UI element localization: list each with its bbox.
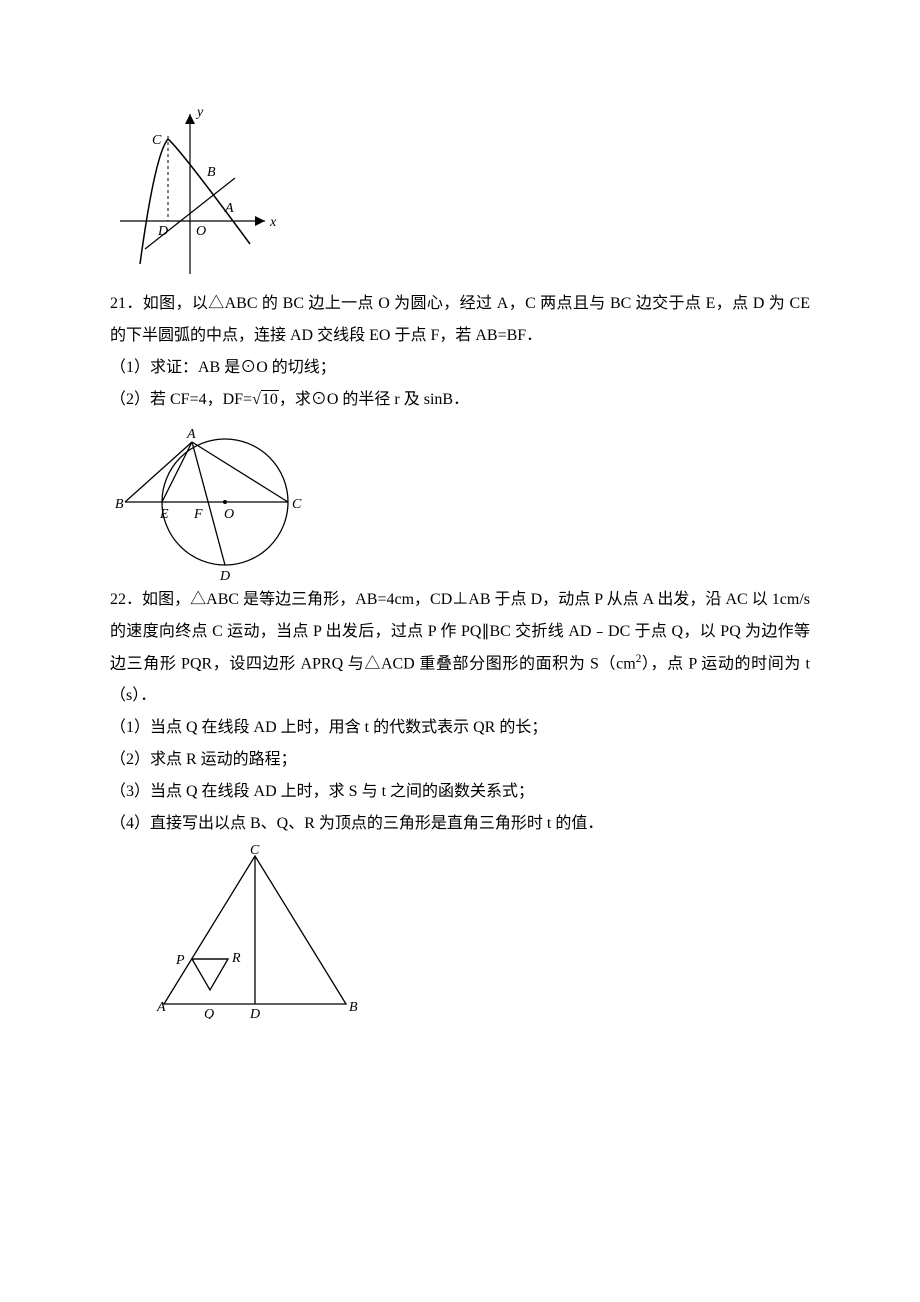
svg-text:A: A — [186, 427, 196, 442]
svg-text:O: O — [224, 507, 234, 522]
svg-text:F: F — [193, 507, 203, 522]
problem-22-part1: （1）当点 Q 在线段 AD 上时，用含 t 的代数式表示 QR 的长； — [110, 712, 810, 744]
sqrt-radicand: 10 — [261, 390, 279, 408]
svg-text:A: A — [224, 201, 234, 216]
svg-text:Q: Q — [204, 1007, 214, 1019]
svg-text:E: E — [159, 507, 169, 522]
svg-text:y: y — [195, 105, 204, 120]
problem-21-intro: 21．如图，以△ABC 的 BC 边上一点 O 为圆心，经过 A，C 两点且与 … — [110, 288, 810, 352]
problem-22-part4: （4）直接写出以点 B、Q、R 为顶点的三角形是直角三角形时 t 的值． — [110, 808, 810, 840]
svg-text:A: A — [156, 1000, 166, 1015]
svg-text:R: R — [231, 951, 241, 966]
svg-text:B: B — [207, 165, 216, 180]
svg-text:x: x — [269, 215, 277, 230]
problem-21-part2-suffix: ，求⊙O 的半径 r 及 sinB． — [279, 391, 469, 408]
sqrt-expression: √10 — [252, 390, 279, 408]
problem-22-intro: 22．如图，△ABC 是等边三角形，AB=4cm，CD⊥AB 于点 D，动点 P… — [110, 584, 810, 712]
problem-22-part3: （3）当点 Q 在线段 AD 上时，求 S 与 t 之间的函数关系式； — [110, 776, 810, 808]
svg-text:C: C — [292, 497, 302, 512]
figure-hyperbola-graph: y x C B A D O — [110, 104, 810, 284]
svg-text:C: C — [250, 844, 260, 858]
svg-text:D: D — [249, 1007, 260, 1019]
svg-text:P: P — [175, 953, 185, 968]
problem-22-part2: （2）求点 R 运动的路程； — [110, 744, 810, 776]
problem-21-part1: （1）求证：AB 是⊙O 的切线； — [110, 352, 810, 384]
svg-text:D: D — [219, 569, 230, 580]
svg-text:O: O — [196, 224, 206, 239]
figure-circle-tangent: A B C D E F O — [110, 420, 810, 580]
svg-text:D: D — [157, 224, 168, 239]
problem-21-part2: （2）若 CF=4，DF=√10，求⊙O 的半径 r 及 sinB． — [110, 384, 810, 416]
svg-text:B: B — [349, 1000, 358, 1015]
figure-equilateral-triangle: C A B P R Q D — [140, 844, 810, 1019]
svg-text:C: C — [152, 133, 162, 148]
problem-21-part2-prefix: （2）若 CF=4，DF= — [110, 391, 252, 408]
svg-text:B: B — [115, 497, 124, 512]
